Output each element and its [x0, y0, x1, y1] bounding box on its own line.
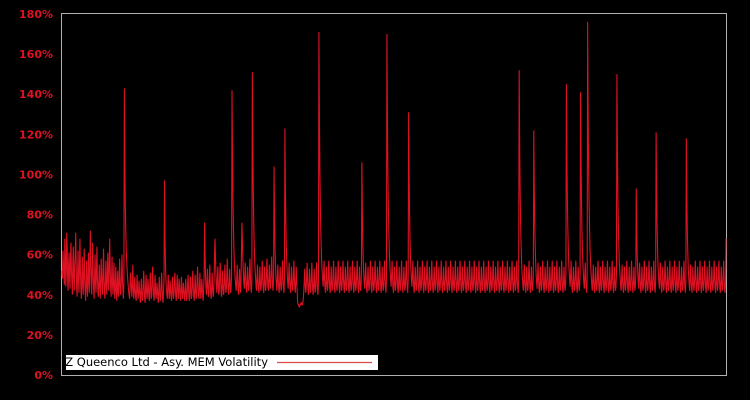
y-tick-label: 140% [19, 88, 53, 101]
plot-area-border [61, 13, 727, 376]
y-tick-label: 0% [34, 369, 53, 382]
y-tick-label: 40% [27, 289, 53, 302]
volatility-series-line [61, 22, 727, 308]
legend-label: Y Z Queenco Ltd - Asy. MEM Volatility [54, 355, 269, 369]
y-tick-label: 120% [19, 128, 53, 141]
y-tick-label: 60% [27, 249, 53, 262]
y-tick-label: 160% [19, 48, 53, 61]
y-tick-label: 80% [27, 209, 53, 222]
series-group [61, 22, 727, 308]
y-tick-label: 180% [19, 8, 53, 21]
y-tick-label: 20% [27, 329, 53, 342]
legend-box [66, 355, 378, 370]
legend[interactable]: Y Z Queenco Ltd - Asy. MEM Volatility [54, 355, 378, 370]
y-tick-label: 100% [19, 168, 53, 181]
y-axis-tick-labels: 180% 160% 140% 120% 100% 80% 60% 40% 20% 0% [19, 8, 53, 382]
